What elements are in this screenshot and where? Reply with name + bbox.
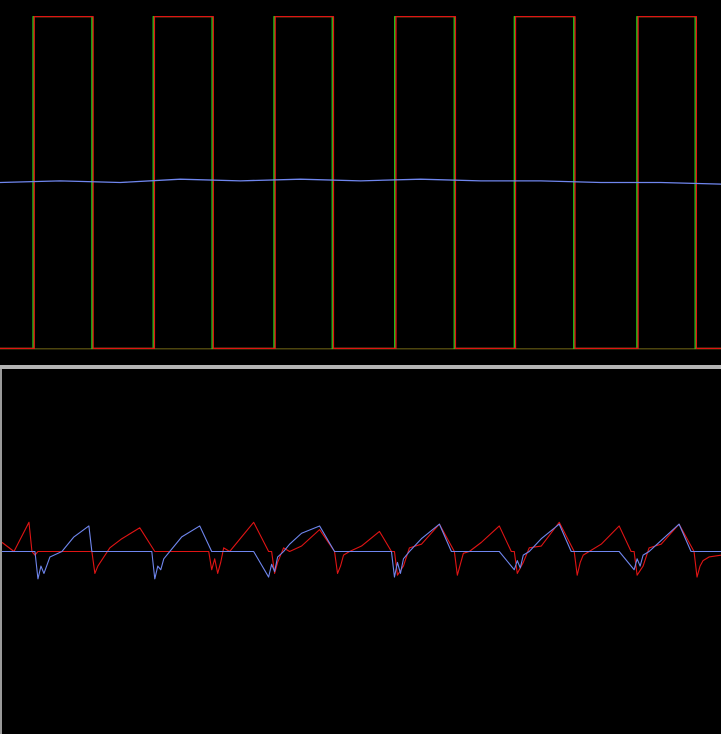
flat-trace-2 xyxy=(0,179,721,184)
bottom-waveform-panel xyxy=(0,369,721,734)
top-waveform-plot xyxy=(0,0,721,365)
signal-trace-0 xyxy=(2,522,721,577)
bottom-waveform-plot xyxy=(2,369,721,734)
top-waveform-panel xyxy=(0,0,721,365)
